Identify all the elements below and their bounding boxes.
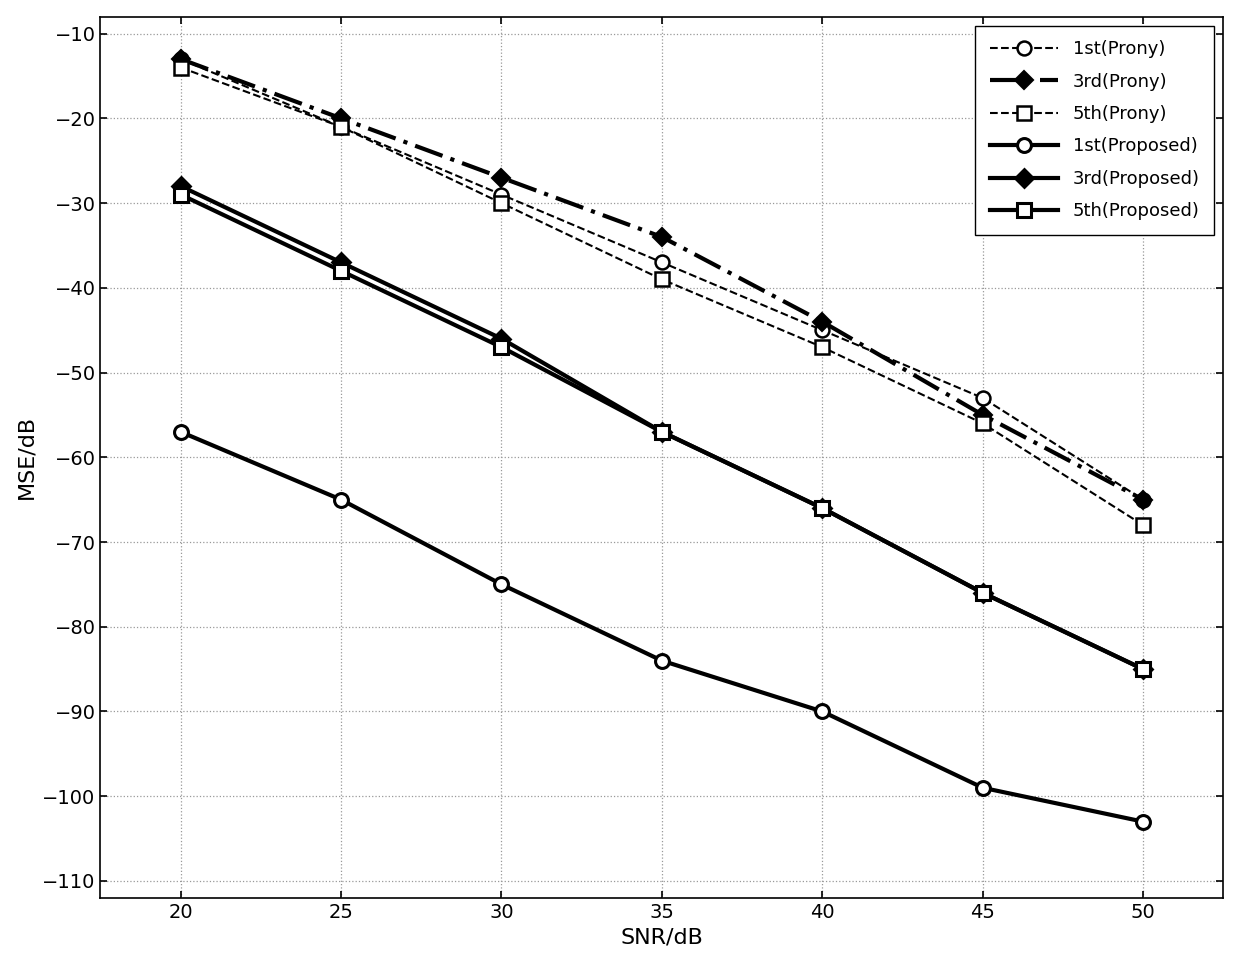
- 5th(Prony): [494, 198, 508, 209]
- 5th(Prony): [655, 274, 670, 285]
- 1st(Proposed): [334, 494, 348, 505]
- 1st(Prony): [1136, 494, 1151, 505]
- 1st(Prony): [334, 121, 348, 133]
- 5th(Proposed): [334, 265, 348, 277]
- X-axis label: SNR/dB: SNR/dB: [620, 927, 703, 948]
- 5th(Proposed): [494, 341, 508, 353]
- 5th(Proposed): [815, 502, 830, 514]
- 3rd(Prony): [174, 53, 188, 65]
- 1st(Prony): [815, 325, 830, 336]
- 3rd(Proposed): [655, 426, 670, 438]
- Line: 1st(Proposed): 1st(Proposed): [174, 425, 1149, 829]
- Line: 3rd(Proposed): 3rd(Proposed): [175, 180, 1149, 676]
- 3rd(Prony): [494, 172, 508, 183]
- 3rd(Proposed): [174, 180, 188, 192]
- 5th(Proposed): [174, 189, 188, 201]
- 3rd(Proposed): [334, 256, 348, 268]
- 5th(Prony): [815, 341, 830, 353]
- Legend: 1st(Prony), 3rd(Prony), 5th(Prony), 1st(Proposed), 3rd(Proposed), 5th(Proposed): 1st(Prony), 3rd(Prony), 5th(Prony), 1st(…: [976, 26, 1214, 235]
- 5th(Prony): [174, 62, 188, 73]
- 1st(Proposed): [815, 706, 830, 717]
- 3rd(Prony): [1136, 494, 1151, 505]
- 5th(Proposed): [1136, 663, 1151, 675]
- 5th(Prony): [1136, 520, 1151, 531]
- 1st(Prony): [174, 53, 188, 65]
- 5th(Prony): [334, 121, 348, 133]
- 3rd(Prony): [334, 113, 348, 124]
- Line: 1st(Prony): 1st(Prony): [174, 52, 1149, 507]
- Y-axis label: MSE/dB: MSE/dB: [16, 415, 37, 499]
- 1st(Proposed): [494, 578, 508, 590]
- Line: 5th(Proposed): 5th(Proposed): [174, 188, 1149, 676]
- 5th(Proposed): [976, 587, 991, 599]
- 3rd(Proposed): [815, 502, 830, 514]
- Line: 5th(Prony): 5th(Prony): [174, 61, 1149, 532]
- 3rd(Proposed): [494, 333, 508, 344]
- 3rd(Prony): [815, 316, 830, 328]
- Line: 3rd(Prony): 3rd(Prony): [175, 53, 1149, 506]
- 3rd(Proposed): [1136, 663, 1151, 675]
- 3rd(Prony): [655, 231, 670, 243]
- 3rd(Proposed): [976, 587, 991, 599]
- 1st(Proposed): [655, 655, 670, 666]
- 1st(Proposed): [976, 782, 991, 793]
- 1st(Prony): [976, 392, 991, 404]
- 1st(Prony): [494, 189, 508, 201]
- 5th(Prony): [976, 417, 991, 429]
- 3rd(Prony): [976, 409, 991, 420]
- 1st(Proposed): [1136, 816, 1151, 827]
- 1st(Prony): [655, 256, 670, 268]
- 1st(Proposed): [174, 426, 188, 438]
- 5th(Proposed): [655, 426, 670, 438]
